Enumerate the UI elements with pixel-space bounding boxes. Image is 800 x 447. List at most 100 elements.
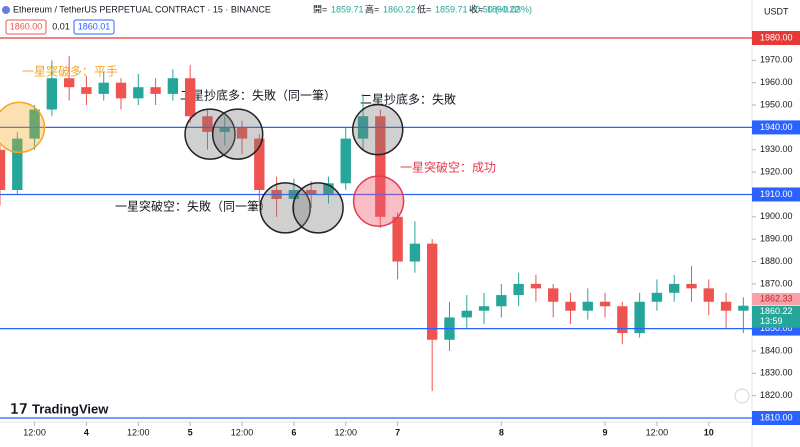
candle-body [133, 87, 144, 99]
annotation-circle [351, 103, 404, 156]
candle-body [219, 127, 230, 132]
level-tag [752, 120, 800, 135]
sell-price[interactable]: 1860.00 [10, 21, 43, 31]
y-tick-label: 1840.00 [760, 345, 793, 355]
candle-body [565, 301, 576, 311]
level-label: 1910.00 [760, 189, 793, 199]
annotation: 一星突破空：失敗（同一筆） [115, 199, 271, 214]
ohlc-value: 1859.71 [435, 4, 468, 14]
x-tick-label: 12:00 [23, 427, 46, 437]
spread: 0.01 [52, 21, 70, 31]
logo-mark: 𝟣𝟩 [10, 401, 28, 417]
y-tick-label: 1970.00 [760, 55, 793, 65]
x-tick-label: 7 [395, 427, 400, 437]
candle-body [340, 138, 351, 184]
candle-body [426, 243, 438, 340]
x-tick-label: 9 [603, 427, 608, 437]
candle-body [703, 288, 714, 302]
y-tick-label: 1900.00 [760, 211, 793, 221]
ohlc-label: 收= [469, 3, 483, 14]
level-tag [752, 187, 800, 202]
candle-body [548, 288, 559, 302]
candle-body [599, 301, 611, 307]
ohlc-label: 低= [417, 3, 431, 14]
level-label: 1850.00 [760, 323, 793, 333]
candle-body [634, 301, 645, 334]
candle-body [530, 283, 542, 289]
y-tick-label: 1920.00 [760, 166, 793, 176]
candle-body [496, 295, 507, 307]
candle-body [63, 78, 75, 88]
candle-body [167, 78, 179, 94]
candle-body [617, 306, 628, 334]
currency[interactable]: USDT [764, 6, 789, 16]
annotation: 一星突破多：平手 [22, 64, 118, 79]
annotation-circle [0, 101, 46, 154]
symbol-icon [2, 6, 10, 14]
x-tick-label: 12:00 [334, 427, 357, 437]
candle-body [738, 305, 749, 311]
y-tick-label: 1830.00 [760, 368, 793, 378]
reset-button[interactable] [734, 388, 750, 404]
x-tick-label: 5 [188, 427, 193, 437]
candle-body [305, 190, 317, 195]
level-label: 1810.00 [760, 412, 793, 422]
candle-body [81, 87, 92, 94]
annotation-circle [259, 182, 311, 234]
candle-body [236, 127, 248, 139]
change: +0.50 (+0.03%) [470, 4, 532, 14]
annotation-circle [211, 108, 264, 160]
candle-body [720, 301, 732, 311]
sell-box[interactable] [5, 19, 47, 35]
x-tick-label: 6 [291, 427, 296, 437]
level-label: 1940.00 [760, 122, 793, 132]
candle-body [651, 292, 663, 302]
y-tick-label: 1820.00 [760, 390, 793, 400]
annotation-circle [292, 182, 344, 234]
candle-body [409, 243, 421, 262]
countdown: 13:59 [760, 316, 783, 326]
y-tick-label: 1890.00 [760, 234, 793, 244]
price-tag-label: 1860.22 [760, 306, 793, 316]
brand: TradingView [32, 401, 109, 416]
candle-body [254, 138, 265, 190]
x-tick-label: 12:00 [646, 427, 669, 437]
ohlc-value: 1860.22 [487, 4, 520, 14]
annotation: 一星突破空：成功 [400, 160, 496, 175]
y-tick-label: 1880.00 [760, 256, 793, 266]
y-tick-label: 1950.00 [760, 99, 793, 109]
candle-body [323, 183, 334, 195]
candle-body [115, 82, 127, 99]
buy-box[interactable] [73, 19, 115, 35]
annotation: 二星抄底多：失敗 [360, 92, 456, 107]
level-label: 1980.00 [760, 32, 793, 42]
candle-body [0, 149, 6, 190]
y-tick-label: 1960.00 [760, 77, 793, 87]
x-tick-label: 12:00 [231, 427, 254, 437]
candle-body [202, 116, 213, 132]
x-tick-label: 12:00 [127, 427, 150, 437]
symbol: Ethereum / TetherUS PERPETUAL CONTRACT ·… [13, 4, 271, 14]
ohlc-label: 開= [313, 4, 327, 14]
buy-price[interactable]: 1860.01 [78, 21, 111, 31]
x-tick-label: 10 [704, 427, 714, 437]
candle-body [184, 78, 196, 117]
price-tag [752, 293, 800, 306]
candle-body [29, 109, 40, 139]
candle-body [98, 82, 109, 94]
annotation: 二星抄底多：失敗（同一筆） [180, 88, 336, 103]
candle-body [392, 216, 403, 262]
ohlc-value: 1860.22 [383, 4, 416, 14]
candle-body [46, 78, 58, 110]
ohlc: 開= 1859.71 高= 1860.22 低= 1859.71 收= 1860.22 [313, 3, 520, 14]
candle-body [582, 301, 593, 311]
ohlc-label: 高= [365, 3, 379, 14]
x-tick-label: 8 [499, 427, 504, 437]
candle-body [686, 283, 697, 289]
level-tag [752, 31, 800, 45]
candle-body [375, 116, 386, 217]
ohlc-value: 1859.71 [331, 4, 364, 14]
price-tag [752, 305, 800, 328]
x-tick-label: 4 [84, 427, 89, 437]
annotation-circle [352, 175, 405, 227]
